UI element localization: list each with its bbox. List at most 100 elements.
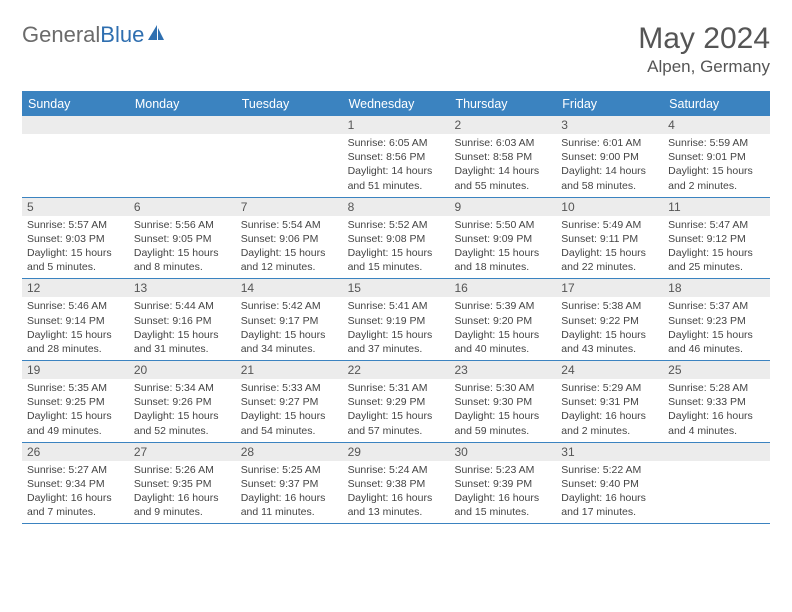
sunrise-line: Sunrise: 5:42 AM bbox=[241, 299, 338, 313]
day-info: Sunrise: 5:44 AMSunset: 9:16 PMDaylight:… bbox=[129, 297, 236, 360]
day-cell bbox=[236, 116, 343, 197]
daylight-line: Daylight: 16 hours and 13 minutes. bbox=[348, 491, 445, 519]
sunset-line: Sunset: 9:19 PM bbox=[348, 314, 445, 328]
day-number-empty bbox=[663, 443, 770, 461]
sunset-line: Sunset: 8:56 PM bbox=[348, 150, 445, 164]
daylight-line: Daylight: 15 hours and 59 minutes. bbox=[454, 409, 551, 437]
daylight-line: Daylight: 16 hours and 9 minutes. bbox=[134, 491, 231, 519]
sunset-line: Sunset: 9:35 PM bbox=[134, 477, 231, 491]
day-info: Sunrise: 5:39 AMSunset: 9:20 PMDaylight:… bbox=[449, 297, 556, 360]
day-info: Sunrise: 5:47 AMSunset: 9:12 PMDaylight:… bbox=[663, 216, 770, 279]
week-row: 19Sunrise: 5:35 AMSunset: 9:25 PMDayligh… bbox=[22, 361, 770, 443]
daylight-line: Daylight: 15 hours and 52 minutes. bbox=[134, 409, 231, 437]
day-cell: 27Sunrise: 5:26 AMSunset: 9:35 PMDayligh… bbox=[129, 443, 236, 524]
day-cell: 24Sunrise: 5:29 AMSunset: 9:31 PMDayligh… bbox=[556, 361, 663, 442]
daylight-line: Daylight: 15 hours and 5 minutes. bbox=[27, 246, 124, 274]
day-cell: 29Sunrise: 5:24 AMSunset: 9:38 PMDayligh… bbox=[343, 443, 450, 524]
daylight-line: Daylight: 16 hours and 4 minutes. bbox=[668, 409, 765, 437]
day-number: 14 bbox=[236, 279, 343, 297]
daylight-line: Daylight: 15 hours and 18 minutes. bbox=[454, 246, 551, 274]
calendar: SundayMondayTuesdayWednesdayThursdayFrid… bbox=[22, 91, 770, 524]
sunrise-line: Sunrise: 5:35 AM bbox=[27, 381, 124, 395]
daylight-line: Daylight: 14 hours and 58 minutes. bbox=[561, 164, 658, 192]
sunset-line: Sunset: 9:08 PM bbox=[348, 232, 445, 246]
day-header: Tuesday bbox=[236, 93, 343, 116]
day-info: Sunrise: 5:56 AMSunset: 9:05 PMDaylight:… bbox=[129, 216, 236, 279]
day-number: 28 bbox=[236, 443, 343, 461]
sunrise-line: Sunrise: 5:47 AM bbox=[668, 218, 765, 232]
day-number-empty bbox=[129, 116, 236, 134]
day-number: 4 bbox=[663, 116, 770, 134]
sunrise-line: Sunrise: 5:30 AM bbox=[454, 381, 551, 395]
day-number: 19 bbox=[22, 361, 129, 379]
day-number: 13 bbox=[129, 279, 236, 297]
day-header: Saturday bbox=[663, 93, 770, 116]
day-number: 27 bbox=[129, 443, 236, 461]
week-row: 5Sunrise: 5:57 AMSunset: 9:03 PMDaylight… bbox=[22, 198, 770, 280]
month-title: May 2024 bbox=[638, 22, 770, 55]
sunset-line: Sunset: 9:22 PM bbox=[561, 314, 658, 328]
sunset-line: Sunset: 9:30 PM bbox=[454, 395, 551, 409]
sunset-line: Sunset: 9:09 PM bbox=[454, 232, 551, 246]
day-cell: 23Sunrise: 5:30 AMSunset: 9:30 PMDayligh… bbox=[449, 361, 556, 442]
day-info: Sunrise: 5:50 AMSunset: 9:09 PMDaylight:… bbox=[449, 216, 556, 279]
day-number: 21 bbox=[236, 361, 343, 379]
daylight-line: Daylight: 15 hours and 37 minutes. bbox=[348, 328, 445, 356]
day-cell: 15Sunrise: 5:41 AMSunset: 9:19 PMDayligh… bbox=[343, 279, 450, 360]
day-number-empty bbox=[22, 116, 129, 134]
day-number: 30 bbox=[449, 443, 556, 461]
daylight-line: Daylight: 15 hours and 8 minutes. bbox=[134, 246, 231, 274]
sunset-line: Sunset: 9:06 PM bbox=[241, 232, 338, 246]
day-header: Sunday bbox=[22, 93, 129, 116]
sunrise-line: Sunrise: 5:33 AM bbox=[241, 381, 338, 395]
day-info: Sunrise: 5:25 AMSunset: 9:37 PMDaylight:… bbox=[236, 461, 343, 524]
sunset-line: Sunset: 9:26 PM bbox=[134, 395, 231, 409]
daylight-line: Daylight: 15 hours and 25 minutes. bbox=[668, 246, 765, 274]
day-info: Sunrise: 6:05 AMSunset: 8:56 PMDaylight:… bbox=[343, 134, 450, 197]
week-row: 26Sunrise: 5:27 AMSunset: 9:34 PMDayligh… bbox=[22, 443, 770, 525]
daylight-line: Daylight: 14 hours and 51 minutes. bbox=[348, 164, 445, 192]
day-cell bbox=[663, 443, 770, 524]
day-number: 15 bbox=[343, 279, 450, 297]
sunrise-line: Sunrise: 5:34 AM bbox=[134, 381, 231, 395]
day-cell: 31Sunrise: 5:22 AMSunset: 9:40 PMDayligh… bbox=[556, 443, 663, 524]
day-number: 16 bbox=[449, 279, 556, 297]
day-info: Sunrise: 5:23 AMSunset: 9:39 PMDaylight:… bbox=[449, 461, 556, 524]
sunrise-line: Sunrise: 5:44 AM bbox=[134, 299, 231, 313]
sunset-line: Sunset: 9:40 PM bbox=[561, 477, 658, 491]
sunrise-line: Sunrise: 5:22 AM bbox=[561, 463, 658, 477]
sunset-line: Sunset: 9:23 PM bbox=[668, 314, 765, 328]
day-header: Monday bbox=[129, 93, 236, 116]
day-number: 11 bbox=[663, 198, 770, 216]
day-cell: 10Sunrise: 5:49 AMSunset: 9:11 PMDayligh… bbox=[556, 198, 663, 279]
logo: GeneralBlue bbox=[22, 22, 166, 48]
sunset-line: Sunset: 9:12 PM bbox=[668, 232, 765, 246]
day-cell: 3Sunrise: 6:01 AMSunset: 9:00 PMDaylight… bbox=[556, 116, 663, 197]
day-number: 10 bbox=[556, 198, 663, 216]
day-cell: 28Sunrise: 5:25 AMSunset: 9:37 PMDayligh… bbox=[236, 443, 343, 524]
location: Alpen, Germany bbox=[638, 57, 770, 77]
day-info: Sunrise: 5:34 AMSunset: 9:26 PMDaylight:… bbox=[129, 379, 236, 442]
day-cell: 26Sunrise: 5:27 AMSunset: 9:34 PMDayligh… bbox=[22, 443, 129, 524]
sunrise-line: Sunrise: 5:38 AM bbox=[561, 299, 658, 313]
day-number-empty bbox=[236, 116, 343, 134]
day-number: 22 bbox=[343, 361, 450, 379]
sunrise-line: Sunrise: 5:26 AM bbox=[134, 463, 231, 477]
sunrise-line: Sunrise: 5:57 AM bbox=[27, 218, 124, 232]
day-number: 9 bbox=[449, 198, 556, 216]
day-info: Sunrise: 5:31 AMSunset: 9:29 PMDaylight:… bbox=[343, 379, 450, 442]
day-header: Friday bbox=[556, 93, 663, 116]
day-cell: 13Sunrise: 5:44 AMSunset: 9:16 PMDayligh… bbox=[129, 279, 236, 360]
day-number: 8 bbox=[343, 198, 450, 216]
day-number: 2 bbox=[449, 116, 556, 134]
day-info: Sunrise: 5:41 AMSunset: 9:19 PMDaylight:… bbox=[343, 297, 450, 360]
day-info: Sunrise: 5:26 AMSunset: 9:35 PMDaylight:… bbox=[129, 461, 236, 524]
day-cell: 1Sunrise: 6:05 AMSunset: 8:56 PMDaylight… bbox=[343, 116, 450, 197]
day-cell: 18Sunrise: 5:37 AMSunset: 9:23 PMDayligh… bbox=[663, 279, 770, 360]
day-info: Sunrise: 5:24 AMSunset: 9:38 PMDaylight:… bbox=[343, 461, 450, 524]
week-row: 1Sunrise: 6:05 AMSunset: 8:56 PMDaylight… bbox=[22, 116, 770, 198]
day-cell: 21Sunrise: 5:33 AMSunset: 9:27 PMDayligh… bbox=[236, 361, 343, 442]
sunset-line: Sunset: 9:29 PM bbox=[348, 395, 445, 409]
sunrise-line: Sunrise: 5:56 AM bbox=[134, 218, 231, 232]
sunrise-line: Sunrise: 5:39 AM bbox=[454, 299, 551, 313]
